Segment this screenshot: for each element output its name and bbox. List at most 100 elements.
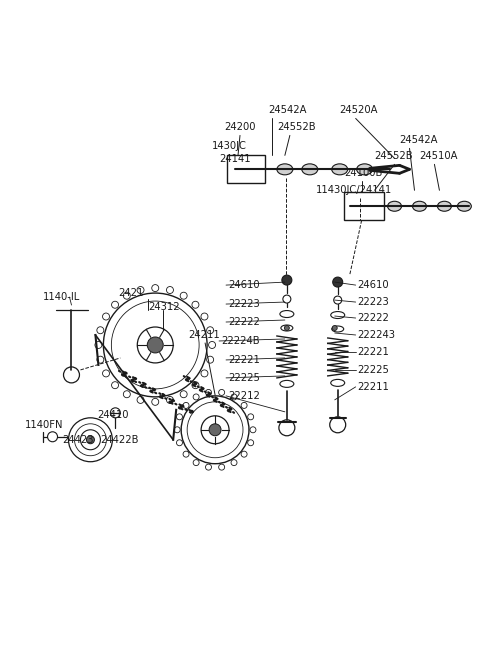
- Text: 1140-IL: 1140-IL: [43, 292, 80, 302]
- Ellipse shape: [281, 325, 293, 331]
- Text: 222243: 222243: [358, 330, 396, 340]
- Circle shape: [97, 327, 104, 334]
- Text: 24542A: 24542A: [399, 135, 438, 145]
- Circle shape: [248, 414, 253, 420]
- Ellipse shape: [280, 380, 294, 388]
- Circle shape: [97, 356, 104, 363]
- Circle shape: [209, 424, 221, 436]
- Ellipse shape: [247, 164, 263, 175]
- Circle shape: [209, 342, 216, 348]
- Circle shape: [207, 327, 214, 334]
- Text: 24200: 24200: [224, 122, 255, 133]
- Circle shape: [167, 286, 173, 294]
- Ellipse shape: [332, 164, 348, 175]
- Text: 24100B: 24100B: [345, 168, 383, 178]
- Ellipse shape: [360, 201, 374, 212]
- Ellipse shape: [302, 164, 318, 175]
- Circle shape: [137, 286, 144, 294]
- Circle shape: [123, 292, 130, 299]
- Circle shape: [48, 432, 58, 442]
- Circle shape: [86, 436, 95, 443]
- Text: 22222: 22222: [228, 317, 260, 327]
- Text: 2421: 2421: [119, 288, 144, 298]
- Text: 22225: 22225: [228, 373, 260, 383]
- Text: 22221: 22221: [358, 347, 390, 357]
- Circle shape: [219, 464, 225, 470]
- Bar: [227, 155, 265, 183]
- Circle shape: [147, 337, 163, 353]
- Bar: [344, 193, 384, 220]
- Text: 24552B: 24552B: [277, 122, 315, 133]
- Circle shape: [284, 325, 289, 330]
- Circle shape: [177, 440, 182, 445]
- Text: 24510A: 24510A: [420, 151, 458, 162]
- Circle shape: [201, 313, 208, 320]
- Circle shape: [231, 394, 237, 400]
- Text: 22221: 22221: [228, 355, 260, 365]
- Circle shape: [180, 391, 187, 397]
- Text: 22211: 22211: [358, 382, 390, 392]
- Ellipse shape: [357, 164, 372, 175]
- Text: 24211: 24211: [188, 330, 220, 340]
- Text: 24141: 24141: [219, 154, 251, 164]
- Circle shape: [282, 275, 292, 285]
- Ellipse shape: [280, 311, 294, 317]
- Text: 22225: 22225: [358, 365, 390, 375]
- Circle shape: [241, 403, 247, 409]
- Circle shape: [192, 382, 199, 389]
- Text: 22223: 22223: [358, 297, 389, 307]
- Text: 22212: 22212: [228, 391, 260, 401]
- Ellipse shape: [331, 379, 345, 386]
- Ellipse shape: [387, 201, 402, 212]
- Text: 11430JC/24141: 11430JC/24141: [316, 185, 392, 195]
- Circle shape: [167, 396, 173, 403]
- Circle shape: [219, 390, 225, 396]
- Ellipse shape: [412, 201, 426, 212]
- Circle shape: [111, 382, 119, 389]
- Circle shape: [111, 302, 119, 308]
- Circle shape: [193, 394, 199, 400]
- Text: 22224B: 22224B: [221, 336, 260, 346]
- Circle shape: [248, 440, 253, 445]
- Text: 24610: 24610: [228, 280, 260, 290]
- Circle shape: [241, 451, 247, 457]
- Text: 24422B: 24422B: [100, 435, 139, 445]
- Circle shape: [180, 292, 187, 299]
- Circle shape: [205, 464, 212, 470]
- Text: 22222: 22222: [358, 313, 390, 323]
- Text: 1430JC: 1430JC: [212, 141, 247, 151]
- Circle shape: [183, 451, 189, 457]
- Ellipse shape: [277, 164, 293, 175]
- Text: 24410: 24410: [97, 410, 129, 420]
- Text: 24552B: 24552B: [374, 151, 413, 162]
- Text: 24610: 24610: [358, 280, 389, 290]
- Circle shape: [103, 370, 109, 377]
- Circle shape: [201, 370, 208, 377]
- Circle shape: [110, 408, 120, 418]
- Circle shape: [332, 325, 337, 330]
- Circle shape: [231, 460, 237, 466]
- Circle shape: [333, 277, 343, 287]
- Ellipse shape: [351, 200, 369, 213]
- Circle shape: [103, 313, 109, 320]
- Text: 24423: 24423: [62, 435, 94, 445]
- Circle shape: [192, 302, 199, 308]
- Text: 24312: 24312: [148, 302, 180, 312]
- Circle shape: [152, 398, 159, 405]
- Ellipse shape: [332, 326, 344, 332]
- Text: 24542A: 24542A: [268, 106, 306, 116]
- Text: 22223: 22223: [228, 299, 260, 309]
- Circle shape: [137, 396, 144, 403]
- Circle shape: [205, 390, 212, 396]
- Ellipse shape: [235, 162, 255, 176]
- Circle shape: [152, 284, 159, 292]
- Circle shape: [177, 414, 182, 420]
- Text: 24520A: 24520A: [340, 106, 378, 116]
- Ellipse shape: [437, 201, 451, 212]
- Text: 1140FN: 1140FN: [24, 420, 63, 430]
- Ellipse shape: [457, 201, 471, 212]
- Circle shape: [193, 460, 199, 466]
- Circle shape: [95, 342, 102, 348]
- Circle shape: [207, 356, 214, 363]
- Ellipse shape: [331, 311, 345, 319]
